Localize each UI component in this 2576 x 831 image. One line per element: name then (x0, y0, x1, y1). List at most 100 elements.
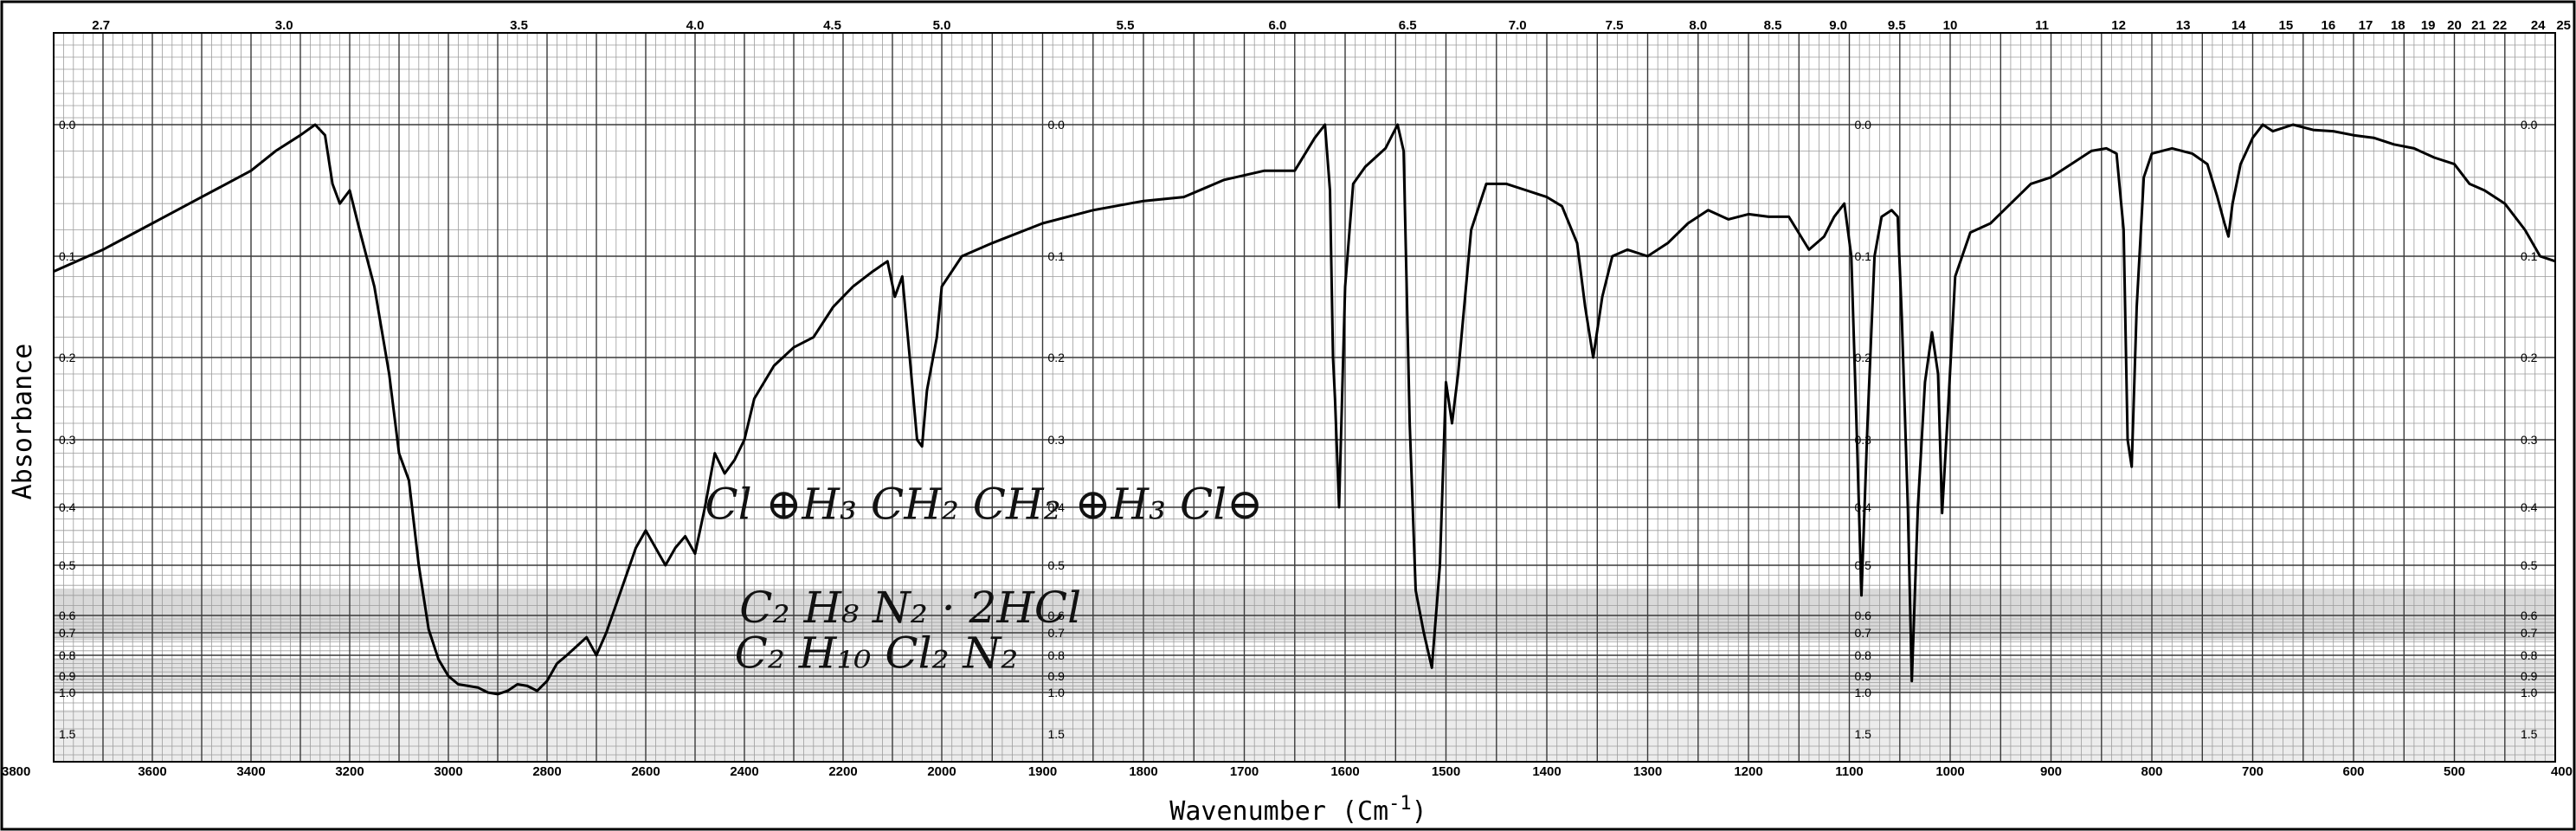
wavenumber-tick-label: 2600 (631, 764, 660, 779)
wavenumber-tick-label: 1600 (1330, 764, 1359, 779)
wavenumber-tick-label: 3600 (138, 764, 166, 779)
micron-tick-label: 25 (2556, 18, 2571, 33)
micron-tick-label: 4.5 (823, 18, 841, 33)
absorbance-tick-label: 0.1 (2521, 249, 2538, 263)
wavenumber-tick-label: 1400 (1532, 764, 1561, 779)
wavenumber-tick-label: 1500 (1432, 764, 1460, 779)
absorbance-tick-label: 0.5 (2521, 558, 2538, 572)
absorbance-tick-label: 1.5 (59, 727, 76, 741)
absorbance-tick-label: 0.2 (1048, 351, 1066, 364)
absorbance-tick-label: 1.0 (1048, 686, 1066, 699)
absorbance-tick-label: 0.9 (1855, 669, 1872, 683)
micron-tick-label: 16 (2322, 18, 2336, 33)
x-axis-title-close: ) (1412, 796, 1427, 827)
micron-tick-label: 9.0 (1829, 18, 1847, 33)
micron-tick-label: 12 (2111, 18, 2126, 33)
spectrum-line (53, 123, 2556, 696)
absorbance-tick-label: 0.2 (2521, 351, 2538, 364)
micron-tick-label: 21 (2471, 18, 2486, 33)
micron-tick-label: 19 (2421, 18, 2436, 33)
absorbance-tick-label: 1.0 (59, 686, 76, 699)
annotation-text: C₂ H₈ N₂ · 2HCl (739, 583, 1081, 633)
absorbance-tick-label: 0.3 (2521, 433, 2538, 447)
absorbance-tick-label: 0.7 (1048, 626, 1066, 640)
wavenumber-tick-label: 3200 (335, 764, 364, 779)
absorbance-tick-label: 0.4 (2521, 500, 2538, 514)
micron-tick-label: 3.0 (275, 18, 293, 33)
absorbance-tick-label: 0.4 (59, 500, 76, 514)
wavenumber-tick-label: 500 (2444, 764, 2465, 779)
absorbance-tick-label: 0.6 (1855, 609, 1872, 622)
absorbance-tick-label: 0.0 (1855, 118, 1872, 132)
absorbance-tick-label: 0.0 (59, 118, 76, 132)
x-axis-title-main: Wavenumber (Cm (1169, 796, 1388, 827)
wavenumber-tick-label: 2800 (532, 764, 561, 779)
micron-tick-label: 4.0 (686, 18, 705, 33)
absorbance-scale-labels: 0.0 0.1 0.2 0.3 0.4 0.5 0.6 0.7 0.8 0.9 1.0 1.5 0.0 0… (59, 118, 2538, 741)
micron-tick-label: 2.7 (92, 18, 110, 33)
absorbance-tick-label: 1.0 (2521, 686, 2538, 699)
absorbance-tick-label: 0.9 (59, 669, 76, 683)
absorbance-tick-label: 0.9 (1048, 669, 1066, 683)
micron-tick-label: 18 (2391, 18, 2405, 33)
wavenumber-tick-label: 1700 (1230, 764, 1259, 779)
absorbance-tick-label: 0.7 (1855, 626, 1872, 640)
wavenumber-tick-label: 1300 (1633, 764, 1662, 779)
wavenumber-tick-label: 700 (2242, 764, 2264, 779)
absorbance-tick-label: 1.5 (1048, 727, 1066, 741)
micron-tick-label: 8.0 (1689, 18, 1707, 33)
absorbance-tick-label: 0.8 (1048, 648, 1066, 662)
micron-tick-label: 6.5 (1399, 18, 1417, 33)
absorbance-tick-label: 0.2 (59, 351, 76, 364)
absorbance-tick-label: 0.8 (2521, 648, 2538, 662)
micron-tick-label: 10 (1943, 18, 1958, 33)
micron-tick-labels: 2.7 3.0 3.5 4.0 4.5 5.0 5.5 6.0 6.5 7.0 7.5 8.0 8.5 9… (92, 18, 2571, 33)
micron-tick-label: 5.0 (933, 18, 951, 33)
wavenumber-tick-label: 900 (2040, 764, 2062, 779)
y-axis-title: Absorbance (8, 344, 38, 500)
absorbance-tick-label: 1.5 (1855, 727, 1872, 741)
absorbance-tick-label: 0.7 (59, 626, 76, 640)
wavenumber-tick-labels: 3800 3600 3400 3200 3000 2800 2600 2400 2200 2000… (2, 764, 2573, 779)
absorbance-tick-label: 0.6 (1048, 609, 1066, 622)
wavenumber-tick-label: 2200 (828, 764, 857, 779)
absorbance-tick-label: 0.0 (2521, 118, 2538, 132)
wavenumber-tick-label: 3400 (236, 764, 265, 779)
wavenumber-tick-label: 400 (2551, 764, 2573, 779)
x-axis-title-superscript: -1 (1388, 793, 1412, 815)
wavenumber-tick-label: 800 (2141, 764, 2162, 779)
micron-tick-label: 11 (2035, 18, 2049, 33)
absorbance-tick-label: 0.4 (1855, 500, 1872, 514)
absorbance-tick-label: 0.5 (59, 558, 76, 572)
annotation-text: C₂ H₁₀ Cl₂ N₂ (735, 628, 1019, 678)
absorbance-tick-label: 1.5 (2521, 727, 2538, 741)
micron-tick-label: 15 (2279, 18, 2294, 33)
wavenumber-tick-label: 1100 (1835, 764, 1864, 779)
absorbance-tick-label: 0.5 (1048, 558, 1066, 572)
absorbance-tick-label: 0.8 (59, 648, 76, 662)
micron-tick-label: 17 (2359, 18, 2373, 33)
x-axis-title: Wavenumber (Cm-1) (1169, 793, 1426, 827)
absorbance-tick-label: 0.6 (2521, 609, 2538, 622)
wavenumber-tick-label: 1000 (1935, 764, 1964, 779)
absorbance-tick-label: 0.3 (59, 433, 76, 447)
absorbance-tick-label: 0.6 (59, 609, 76, 622)
micron-tick-label: 13 (2176, 18, 2191, 33)
plot-frame (53, 32, 2556, 763)
micron-tick-label: 3.5 (510, 18, 528, 33)
absorbance-tick-label: 0.0 (1048, 118, 1066, 132)
micron-tick-label: 5.5 (1117, 18, 1135, 33)
micron-tick-label: 9.5 (1888, 18, 1906, 33)
absorbance-tick-label: 0.1 (1048, 249, 1066, 263)
micron-tick-label: 7.5 (1606, 18, 1624, 33)
absorbance-tick-label: 0.1 (1855, 249, 1872, 263)
micron-tick-label: 22 (2493, 18, 2508, 33)
annotation-text: Cl ⊕H₃ CH₂ CH₂ ⊕H₃ Cl⊖ (705, 479, 1263, 529)
wavenumber-tick-label: 1800 (1129, 764, 1157, 779)
wavenumber-tick-label: 3800 (2, 764, 30, 779)
absorbance-tick-label: 0.2 (1855, 351, 1872, 364)
absorbance-tick-label: 0.8 (1855, 648, 1872, 662)
absorbance-tick-label: 0.1 (59, 249, 76, 263)
